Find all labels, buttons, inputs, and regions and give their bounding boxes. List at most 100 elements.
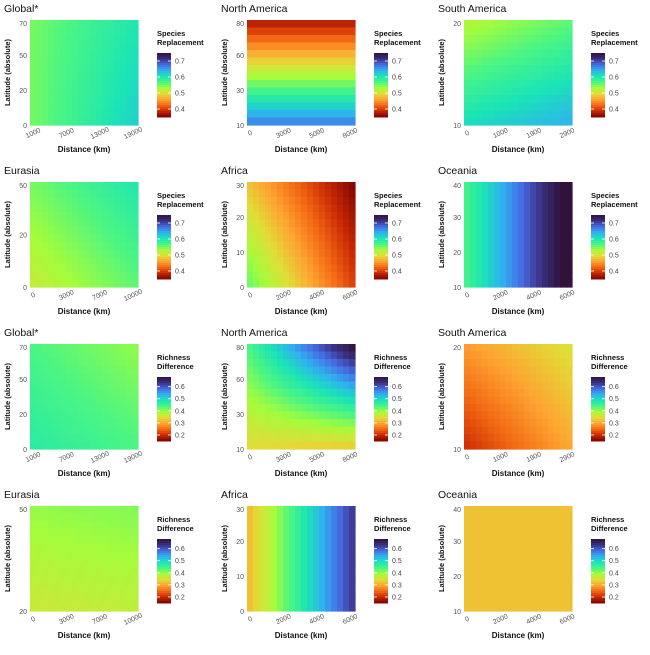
- heatmap-cell: [512, 27, 519, 36]
- heatmap-cell: [470, 242, 477, 251]
- heatmap-cell: [337, 189, 344, 198]
- heatmap-cell: [30, 279, 37, 288]
- heatmap-cell: [325, 95, 332, 104]
- heatmap-cell: [331, 344, 338, 353]
- heatmap-cell: [90, 257, 97, 266]
- heatmap-cell: [331, 404, 338, 413]
- heatmap-cell: [337, 197, 344, 206]
- heatmap-cell: [72, 551, 79, 560]
- heatmap-cell: [518, 396, 525, 405]
- heatmap-cell: [566, 182, 573, 191]
- heatmap-cell: [319, 506, 326, 515]
- heatmap-cell: [337, 57, 344, 66]
- heatmap-cell: [102, 219, 109, 228]
- heatmap-cell: [512, 110, 519, 119]
- heatmap-cell: [84, 381, 91, 390]
- heatmap-cell: [518, 197, 525, 206]
- heatmap-cell: [506, 212, 513, 221]
- heatmap: [30, 506, 139, 612]
- heatmap-cell: [42, 95, 49, 104]
- heatmap-cell: [530, 566, 537, 575]
- legend-color-step: [374, 579, 388, 582]
- heatmap-cell: [343, 212, 350, 221]
- heatmap-cell: [66, 434, 73, 443]
- heatmap-cell: [325, 396, 332, 405]
- heatmap-cell: [60, 219, 67, 228]
- heatmap-cell: [488, 528, 495, 537]
- heatmap-cell: [319, 596, 326, 605]
- heatmap-cell: [488, 227, 495, 236]
- heatmap-cell: [530, 573, 537, 582]
- legend-tick-label: 0.3: [609, 582, 619, 589]
- legend-color-step: [591, 539, 605, 542]
- heatmap-cell: [343, 551, 350, 560]
- heatmap-cell: [494, 182, 501, 191]
- heatmap-cell: [283, 359, 290, 368]
- heatmap-cell: [283, 581, 290, 590]
- heatmap-cell: [536, 80, 543, 89]
- heatmap-cell: [265, 419, 272, 428]
- heatmap-cell: [42, 102, 49, 111]
- heatmap-cell: [482, 204, 489, 213]
- heatmap-cell: [542, 551, 549, 560]
- heatmap-cell: [337, 242, 344, 251]
- heatmap-cell: [72, 596, 79, 605]
- legend-color-step: [157, 397, 171, 400]
- heatmap-cell: [108, 227, 115, 236]
- legend-color-step: [157, 247, 171, 250]
- legend-color-step: [157, 601, 171, 604]
- heatmap-cell: [554, 566, 561, 575]
- heatmap-cell: [530, 257, 537, 266]
- legend-color-step: [374, 251, 388, 254]
- heatmap-cell: [66, 543, 73, 552]
- heatmap-cell: [60, 588, 67, 597]
- heatmap-cell: [30, 182, 37, 191]
- heatmap-cell: [126, 374, 133, 383]
- heatmap-cell: [277, 351, 284, 360]
- heatmap-cell: [518, 374, 525, 383]
- y-axis-title: Latitude (absolute): [3, 38, 12, 106]
- heatmap-cell: [48, 441, 55, 450]
- heatmap-cell: [96, 264, 103, 273]
- legend-tick-label: 0.3: [175, 420, 185, 427]
- heatmap-cell: [536, 117, 543, 126]
- heatmap-cell: [132, 189, 139, 198]
- heatmap-cell: [560, 543, 567, 552]
- legend-color-step: [374, 557, 388, 560]
- legend-color-step: [591, 101, 605, 104]
- heatmap-cell: [331, 110, 338, 119]
- heatmap-cell: [42, 249, 49, 258]
- heatmap-cell: [331, 543, 338, 552]
- heatmap-cell: [343, 272, 350, 281]
- heatmap-cell: [542, 558, 549, 567]
- legend-colorbar: [591, 215, 605, 280]
- heatmap-cell: [494, 65, 501, 74]
- y-tick-label: 0: [23, 447, 27, 454]
- heatmap-cell: [72, 344, 79, 353]
- y-axis-title: Latitude (absolute): [437, 38, 446, 106]
- heatmap-cell: [512, 441, 519, 450]
- heatmap-cell: [518, 366, 525, 375]
- legend-color-step: [591, 583, 605, 586]
- heatmap-cell: [470, 234, 477, 243]
- heatmap-cell: [349, 227, 356, 236]
- legend-tick-label: 0.2: [609, 432, 619, 439]
- heatmap-cell: [560, 50, 567, 59]
- heatmap-cell: [488, 264, 495, 273]
- heatmap-cell: [253, 389, 260, 398]
- heatmap-cell: [30, 419, 37, 428]
- heatmap-cell: [126, 72, 133, 81]
- heatmap-cell: [476, 212, 483, 221]
- heatmap-cell: [500, 87, 507, 96]
- legend-color-step: [374, 569, 388, 572]
- heatmap-cell: [524, 419, 531, 428]
- heatmap-cell: [289, 35, 296, 44]
- heatmap-cell: [30, 227, 37, 236]
- legend-color-step: [374, 391, 388, 394]
- legend-color-step: [157, 63, 171, 66]
- legend-color-step: [374, 389, 388, 392]
- heatmap-cell: [542, 234, 549, 243]
- heatmap-cell: [331, 536, 338, 545]
- heatmap-cell: [277, 242, 284, 251]
- heatmap-cell: [518, 189, 525, 198]
